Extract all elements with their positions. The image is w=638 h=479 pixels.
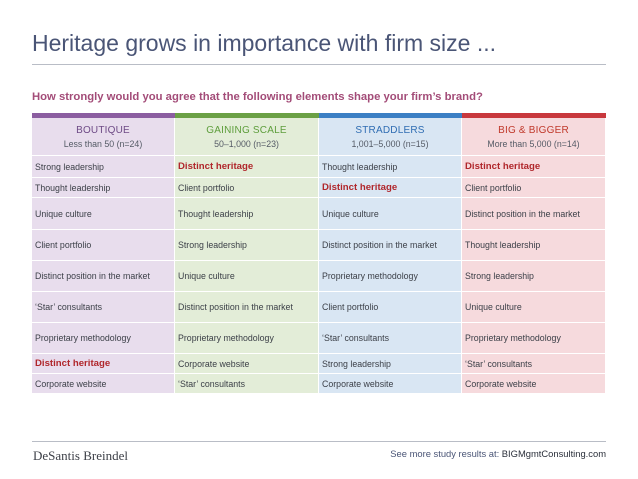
table-cell: ‘Star’ consultants [319, 322, 462, 353]
table-cell: Distinct heritage [462, 155, 606, 177]
table-cell: Unique culture [175, 260, 319, 291]
table-cell: Proprietary methodology [462, 322, 606, 353]
column-name: GAINING SCALE [206, 124, 287, 136]
column-size-range: 50–1,000 (n=23) [214, 138, 279, 149]
table-cell: Client portfolio [319, 291, 462, 322]
table-cell: Corporate website [32, 373, 175, 393]
table-cell: Proprietary methodology [32, 322, 175, 353]
table-cell: Corporate website [175, 353, 319, 373]
table-cell: Distinct heritage [319, 177, 462, 197]
table-cell: Distinct position in the market [462, 197, 606, 229]
table-cell: Strong leadership [32, 155, 175, 177]
table-cell: Distinct heritage [175, 155, 319, 177]
table-cell: Distinct heritage [32, 353, 175, 373]
table-cell: ‘Star’ consultants [462, 353, 606, 373]
table-cell: Client portfolio [32, 229, 175, 260]
page-title: Heritage grows in importance with firm s… [32, 30, 496, 56]
table-cell: Thought leadership [32, 177, 175, 197]
table-cell: Strong leadership [462, 260, 606, 291]
column-name: BIG & BIGGER [498, 124, 569, 136]
title-divider [32, 64, 606, 65]
footer-note: See more study results at: BIGMgmtConsul… [390, 448, 606, 459]
column-header-gaining-scale: GAINING SCALE 50–1,000 (n=23) [175, 118, 319, 155]
column-accent-bar-big-bigger [462, 113, 606, 118]
column-header-big-bigger: BIG & BIGGER More than 5,000 (n=14) [462, 118, 606, 155]
column-accent-bar-straddlers [319, 113, 462, 118]
column-size-range: Less than 50 (n=24) [63, 138, 143, 149]
table-cell: Strong leadership [319, 353, 462, 373]
column-name: BOUTIQUE [76, 124, 130, 136]
column-accent-bar-gaining-scale [175, 113, 319, 118]
column-size-range: More than 5,000 (n=14) [487, 138, 580, 149]
column-header-straddlers: STRADDLERS 1,001–5,000 (n=15) [319, 118, 462, 155]
table-cell: Strong leadership [175, 229, 319, 260]
table-cell: ‘Star’ consultants [175, 373, 319, 393]
footer-divider [32, 441, 606, 442]
table-cell: Thought leadership [319, 155, 462, 177]
table-cell: Unique culture [462, 291, 606, 322]
table-cell: Client portfolio [462, 177, 606, 197]
table-cell: Thought leadership [462, 229, 606, 260]
table-cell: Thought leadership [175, 197, 319, 229]
table-cell: Unique culture [32, 197, 175, 229]
table-cell: Client portfolio [175, 177, 319, 197]
company-logo: DeSantis Breindel [33, 448, 128, 463]
table-cell: Distinct position in the market [319, 229, 462, 260]
column-name: STRADDLERS [355, 124, 425, 136]
table-cell: Distinct position in the market [32, 260, 175, 291]
website-link[interactable]: BIGMgmtConsulting.com [501, 448, 606, 459]
column-size-range: 1,001–5,000 (n=15) [351, 138, 429, 149]
table-cell: Proprietary methodology [319, 260, 462, 291]
table-cell: Proprietary methodology [175, 322, 319, 353]
footer-prefix: See more study results at: [390, 448, 502, 459]
ranking-table: BOUTIQUE Less than 50 (n=24) GAINING SCA… [32, 113, 606, 393]
table-cell: Unique culture [319, 197, 462, 229]
column-accent-bar-boutique [32, 113, 175, 118]
table-cell: Distinct position in the market [175, 291, 319, 322]
column-header-boutique: BOUTIQUE Less than 50 (n=24) [32, 118, 175, 155]
table-cell: Corporate website [319, 373, 462, 393]
table-cell: Corporate website [462, 373, 606, 393]
table-cell: ‘Star’ consultants [32, 291, 175, 322]
survey-question: How strongly would you agree that the fo… [32, 91, 483, 103]
